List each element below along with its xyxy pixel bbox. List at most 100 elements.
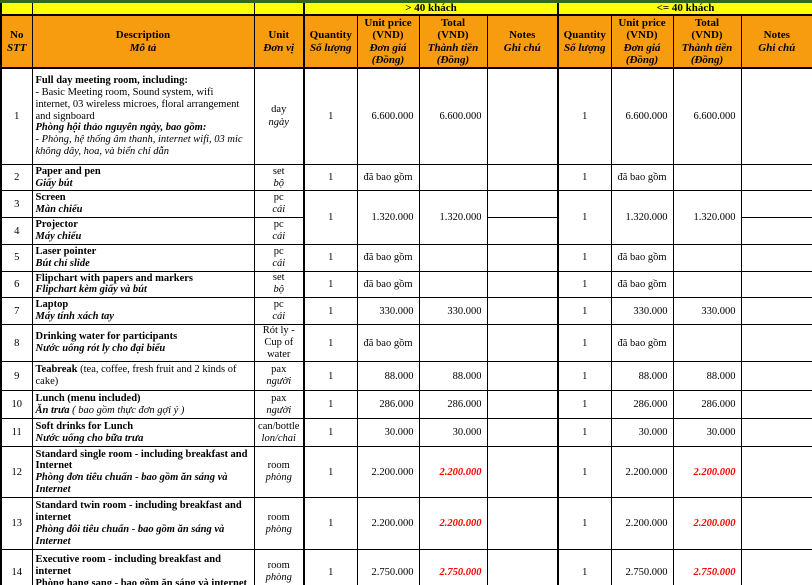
section-1-total-cell <box>418 324 488 363</box>
section-1-quantity-cell: 1 <box>303 361 358 392</box>
description-cell: Projector Máy chiếu <box>31 217 255 245</box>
section-1-notes-cell <box>486 217 559 245</box>
text-line: Phòng hội thảo nguyên ngày, bao gồm: <box>36 122 251 134</box>
description-cell: Paper and pen Giấy bút <box>31 163 255 192</box>
text-segment: Projector <box>35 219 78 231</box>
section-2-notes-cell <box>740 190 812 219</box>
text-segment: Màn chiếu <box>35 204 83 216</box>
text-line: Soft drinks for Lunch <box>36 421 251 433</box>
text-segment: Ăn trưa <box>35 404 73 416</box>
text-segment: Flipchart kèm giấy và bút <box>35 284 147 296</box>
col-header-unit-price-1-vi: Đơn giá (Đồng) <box>369 41 407 66</box>
text-segment: Nước uống rót ly cho đại biểu <box>35 343 166 355</box>
description-cell: Laser pointer Bút chỉ slide <box>31 243 255 272</box>
text-segment: Full day meeting room, including: <box>35 74 188 86</box>
text-line: ngày <box>257 117 302 129</box>
section-1-notes-cell <box>486 190 559 219</box>
text-segment: Phòng đơn tiêu chuẩn - bao gồm ăn sáng v… <box>35 472 228 496</box>
table-row-13: 13 Standard twin room - including breakfa… <box>0 497 812 551</box>
banner-spacer-no <box>0 0 33 16</box>
text-line: Lunch (menu included) <box>36 393 251 405</box>
text-segment: pc <box>273 192 284 204</box>
banner-over-40-khach: > 40 khách <box>302 0 559 16</box>
col-header-no-en: No <box>10 29 24 42</box>
section-2-total-cell <box>672 270 742 299</box>
section-2-unit-price-cell: 6.600.000 <box>610 67 674 165</box>
text-line: - Basic Meeting room, Sound system, wifi… <box>36 87 251 123</box>
row-number-cell: 1 <box>0 67 33 165</box>
text-segment: Drinking water for participants <box>35 331 178 343</box>
section-2-notes-cell <box>740 67 812 165</box>
text-segment: Laser pointer <box>35 245 97 257</box>
section-1-total-cell: 88.000 <box>418 361 488 392</box>
row-number-cell: 13 <box>0 497 33 551</box>
section-2-notes-cell <box>740 549 812 585</box>
table-row-4: 4 Projector Máy chiếu pc cái <box>0 217 812 245</box>
section-2-quantity-cell: 1 <box>557 297 612 326</box>
unit-cell: Rót ly - Cup of water <box>253 324 305 363</box>
section-2-unit-price-cell: 30.000 <box>610 418 674 448</box>
description-cell: Screen Màn chiếu <box>31 190 255 219</box>
section-1-notes-cell <box>486 243 559 272</box>
table-row-5: 5 Laser pointer Bút chỉ slide pc cái 1 đã bao … <box>0 243 812 272</box>
text-line: pc <box>257 219 302 231</box>
text-segment: (tea, coffee, fresh fruit and 2 kinds of… <box>35 364 237 388</box>
text-line: day <box>257 104 302 116</box>
section-1-notes-cell <box>486 497 559 551</box>
text-line: cái <box>257 311 302 323</box>
text-segment: Soft drinks for Lunch <box>35 420 134 432</box>
text-segment: phòng <box>265 472 292 484</box>
section-1-unit-price-cell: 2.200.000 <box>356 446 420 499</box>
col-header-total-2-vi: Thành tiền (Đồng) <box>681 41 733 66</box>
text-line: Full day meeting room, including: <box>36 75 251 87</box>
text-segment: bộ <box>273 177 285 189</box>
text-segment: set <box>272 272 285 284</box>
unit-cell: pc cái <box>253 217 305 245</box>
section-1-quantity-cell: 1 <box>303 324 358 363</box>
text-segment: Screen <box>35 192 66 204</box>
text-line: người <box>257 376 302 388</box>
table-row-9: 9 Teabreak (tea, coffee, fresh fruit and … <box>0 361 812 392</box>
description-cell: Standard single room - including breakfa… <box>31 446 255 499</box>
section-1-notes-cell <box>486 549 559 585</box>
section-2-unit-price-cell: 1.320.000 <box>610 190 674 245</box>
description-cell: Lunch (menu included) Ăn trưa ( bao gồm t… <box>31 390 255 420</box>
text-segment: pc <box>273 218 284 230</box>
text-line: Teabreak (tea, coffee, fresh fruit and 2… <box>36 364 251 388</box>
text-line: Phòng đơn tiêu chuẩn - bao gồm ăn sáng v… <box>36 472 251 496</box>
section-2-total-cell: 6.600.000 <box>672 67 742 165</box>
header-row: No STT Description Mô tả Unit Đơn vị Qua… <box>0 14 812 70</box>
section-2-unit-price-cell: 2.750.000 <box>610 549 674 585</box>
section-2-notes-cell <box>740 361 812 392</box>
section-2-quantity-cell: 1 <box>557 418 612 448</box>
section-1-total-cell <box>418 270 488 299</box>
col-header-no: No STT <box>0 14 33 70</box>
text-line: Nước uống cho bữa trưa <box>36 433 251 445</box>
col-header-unit-price-2-vi: Đơn giá (Đồng) <box>623 41 661 66</box>
section-2-quantity-cell: 1 <box>557 190 612 245</box>
table-row-8: 8 Drinking water for participants Nước uốn… <box>0 324 812 363</box>
row-number-cell: 5 <box>0 243 33 272</box>
text-segment: Bút chỉ slide <box>35 257 90 269</box>
section-1-unit-price-cell: 2.750.000 <box>356 549 420 585</box>
col-header-quantity-1-vi: Số lượng <box>309 41 352 54</box>
col-header-notes-1-vi: Ghi chú <box>503 41 541 54</box>
section-1-total-cell: 30.000 <box>418 418 488 448</box>
text-segment: Standard twin room - including breakfast… <box>35 500 242 523</box>
col-header-description: Description Mô tả <box>31 14 255 70</box>
text-line: Máy tính xách tay <box>36 311 251 323</box>
text-segment: Executive room - including breakfast and… <box>35 554 221 578</box>
section-2-total-cell <box>672 243 742 272</box>
text-line: Projector <box>36 219 251 231</box>
section-2-quantity-cell: 1 <box>557 67 612 165</box>
unit-cell: room phòng <box>253 497 305 551</box>
col-header-description-vi: Mô tả <box>129 41 157 54</box>
table-row-10: 10 Lunch (menu included) Ăn trưa ( bao gồm… <box>0 390 812 420</box>
section-1-unit-price-cell: 330.000 <box>356 297 420 326</box>
description-cell: Standard twin room - including breakfast… <box>31 497 255 551</box>
text-line: room <box>257 460 302 472</box>
section-2-unit-price-cell: đã bao gồm <box>610 243 674 272</box>
section-1-unit-price-cell: 30.000 <box>356 418 420 448</box>
section-1-notes-cell <box>486 163 559 192</box>
